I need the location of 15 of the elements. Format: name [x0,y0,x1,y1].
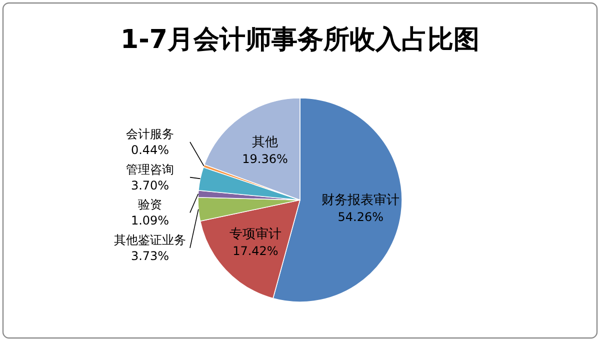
data-label: 17.42% [232,244,278,258]
slice-label: 验资 [138,198,162,212]
slice-label: 财务报表审计 [322,192,400,208]
data-label: 19.36% [242,152,288,166]
data-label: 54.26% [338,210,384,224]
data-label: 1.09% [130,214,170,228]
slice-label: 其他 [252,134,278,150]
data-label: 0.44% [130,143,170,157]
slice-label: 会计服务 [126,127,174,141]
data-label: 3.73% [130,249,170,263]
data-label: 3.70% [130,178,170,192]
slice-label: 管理咨询 [126,162,174,176]
chart-title: 1-7月会计师事务所收入占比图 [120,25,480,55]
slice-label: 专项审计 [229,226,282,242]
slice-label: 其他鉴证业务 [114,233,186,247]
